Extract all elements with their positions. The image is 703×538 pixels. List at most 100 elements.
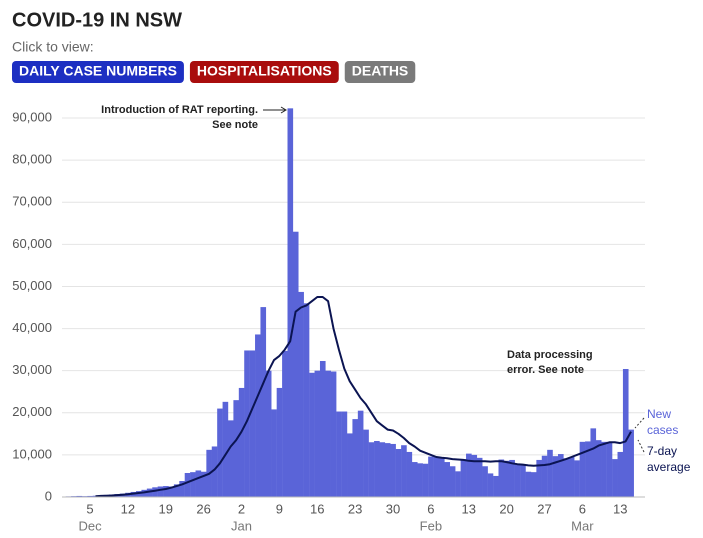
bar (303, 303, 310, 497)
bar (211, 446, 218, 497)
bar (493, 475, 499, 497)
bar (146, 488, 153, 497)
bar (271, 409, 277, 497)
bar (411, 462, 418, 497)
bar (612, 459, 618, 497)
bar (466, 453, 472, 497)
bar (141, 489, 148, 497)
prompt: Click to view: (12, 39, 94, 55)
x-tick-label: 30 (386, 501, 400, 516)
bar (530, 472, 537, 497)
bar (574, 460, 580, 497)
bar (314, 370, 321, 497)
bar (585, 441, 591, 497)
bar (190, 472, 196, 497)
y-tick-label: 40,000 (12, 320, 52, 335)
x-tick-label: 16 (310, 501, 324, 516)
bar (341, 411, 348, 497)
bar (265, 370, 272, 497)
bar (471, 454, 478, 497)
bar (444, 462, 451, 497)
bar (352, 419, 359, 497)
legend-label: average (647, 460, 691, 474)
button[interactable] (189, 61, 339, 83)
x-tick-label: 13 (613, 501, 627, 516)
y-tick-label: 80,000 (12, 152, 52, 167)
annotation: See note (212, 119, 258, 131)
x-tick-label: 6 (579, 501, 586, 516)
bar (319, 360, 326, 497)
bar (622, 368, 629, 497)
bar (157, 486, 164, 497)
legend-label: New (647, 407, 671, 421)
bar (179, 480, 185, 497)
bar (152, 487, 158, 497)
bar (292, 231, 299, 497)
bar (617, 451, 624, 497)
bar (325, 370, 331, 497)
bar (476, 457, 483, 497)
bar (255, 334, 261, 497)
bar (309, 372, 315, 497)
bar (200, 471, 207, 497)
annotation: Data processing (507, 349, 593, 361)
bar (260, 307, 267, 497)
bar (433, 456, 440, 497)
button-label[interactable]: DAILY CASE NUMBERS (19, 63, 177, 79)
bar (222, 401, 229, 497)
bar (173, 484, 180, 497)
month-label: Jan (231, 518, 252, 533)
x-tick-label: 27 (537, 501, 551, 516)
bar (390, 443, 396, 497)
bar (374, 440, 380, 497)
legend-leader (634, 417, 645, 429)
y-tick-label: 10,000 (12, 446, 52, 461)
bar (520, 465, 526, 497)
legend-leader (637, 439, 645, 453)
bar (568, 456, 575, 497)
bar (184, 472, 191, 497)
button[interactable] (344, 61, 416, 83)
bar (552, 456, 559, 497)
x-tick-label: 20 (499, 501, 513, 516)
bar (195, 470, 202, 497)
x-tick-label: 13 (462, 501, 476, 516)
bar (347, 433, 353, 497)
x-tick-label: 9 (276, 501, 283, 516)
bar (514, 463, 521, 497)
bar (590, 428, 597, 497)
bar (525, 471, 532, 497)
y-tick-label: 30,000 (12, 362, 52, 377)
y-tick-label: 90,000 (12, 109, 52, 124)
legend-label: 7-day (647, 444, 677, 458)
x-tick-label: 5 (86, 501, 93, 516)
bar (606, 441, 613, 497)
bar (536, 459, 542, 497)
bar (330, 371, 337, 497)
month-label: Mar (571, 518, 594, 533)
bar (298, 291, 304, 497)
x-tick-label: 2 (238, 501, 245, 516)
title: COVID-19 IN NSW (12, 9, 182, 31)
button-label[interactable]: DEATHS (352, 63, 409, 79)
bar (233, 400, 240, 497)
bar (136, 491, 142, 497)
x-tick-label: 6 (427, 501, 434, 516)
x-tick-label: 12 (121, 501, 135, 516)
bar (509, 459, 515, 497)
bar (558, 454, 564, 497)
month-label: Dec (78, 518, 102, 533)
bar (438, 457, 445, 497)
bar (87, 495, 93, 497)
button-label[interactable]: HOSPITALISATIONS (197, 63, 332, 79)
bar (579, 441, 586, 497)
button[interactable] (12, 61, 184, 83)
bar (244, 350, 250, 497)
y-tick-label: 0 (45, 488, 52, 503)
bar (238, 387, 245, 497)
bar (541, 455, 548, 497)
bar (449, 466, 456, 497)
bar (384, 443, 391, 497)
bar (249, 350, 256, 497)
